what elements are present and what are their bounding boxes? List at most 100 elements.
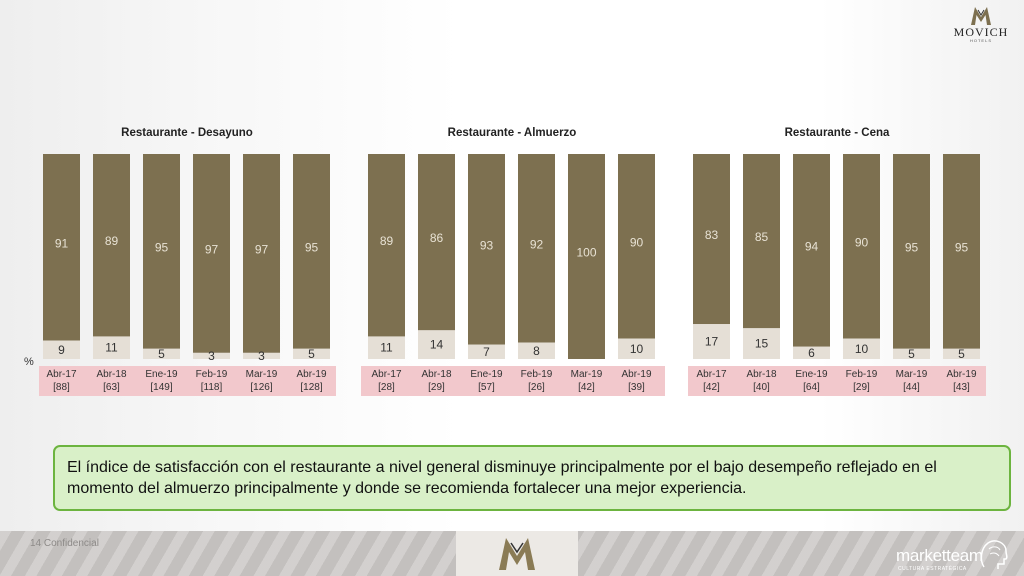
value-label-satisfied: 94 xyxy=(805,239,819,253)
sample-band-almuerzo xyxy=(361,366,665,396)
value-label-dissatisfied: 15 xyxy=(755,337,769,351)
value-label-dissatisfied: 9 xyxy=(58,343,65,357)
value-label-satisfied: 91 xyxy=(55,236,69,250)
footer-movich-m-icon xyxy=(499,538,535,570)
sample-size-label: [88] xyxy=(53,382,70,393)
bar-satisfied xyxy=(193,154,230,353)
bar-satisfied xyxy=(43,154,80,341)
category-label: Abr-19 xyxy=(296,369,326,380)
bar-satisfied xyxy=(693,154,730,325)
sample-size-label: [126] xyxy=(250,382,272,393)
bar-dissatisfied xyxy=(618,338,655,359)
value-label-satisfied: 90 xyxy=(630,235,644,249)
bar-dissatisfied xyxy=(743,328,780,359)
sample-size-label: [39] xyxy=(628,382,645,393)
bar-dissatisfied xyxy=(518,342,555,359)
bar-satisfied xyxy=(418,154,455,331)
sample-size-label: [26] xyxy=(528,382,545,393)
value-label-dissatisfied: 5 xyxy=(158,347,165,361)
category-label: Feb-19 xyxy=(846,369,878,380)
sample-size-label: [42] xyxy=(703,382,720,393)
sample-size-label: [64] xyxy=(803,382,820,393)
marketteam-tagline: CULTURA ESTRATÉGICA xyxy=(898,566,967,572)
sample-size-label: [28] xyxy=(378,382,395,393)
category-label: Abr-18 xyxy=(746,369,776,380)
bar-dissatisfied xyxy=(693,324,730,359)
bar-satisfied xyxy=(943,154,980,349)
value-label-dissatisfied: 3 xyxy=(208,349,215,363)
category-label: Mar-19 xyxy=(571,369,603,380)
value-label-dissatisfied: 17 xyxy=(705,335,719,349)
bar-satisfied xyxy=(843,154,880,339)
value-label-dissatisfied: 6 xyxy=(808,346,815,360)
bar-dissatisfied xyxy=(843,338,880,359)
category-label: Ene-19 xyxy=(470,369,503,380)
category-label: Abr-17 xyxy=(696,369,726,380)
sample-size-label: [43] xyxy=(953,382,970,393)
value-label-dissatisfied: 10 xyxy=(630,342,644,356)
value-label-dissatisfied: 7 xyxy=(483,345,490,359)
bar-dissatisfied xyxy=(243,352,280,359)
value-label-dissatisfied: 5 xyxy=(308,347,315,361)
bar-dissatisfied xyxy=(368,336,405,359)
bar-satisfied xyxy=(743,154,780,329)
sample-size-label: [29] xyxy=(853,382,870,393)
chart-title-almuerzo: Restaurante - Almuerzo xyxy=(447,127,577,139)
value-label-satisfied: 97 xyxy=(205,242,219,256)
footer-logo-panel xyxy=(456,531,578,576)
category-label: Abr-17 xyxy=(46,369,76,380)
category-label: Mar-19 xyxy=(896,369,928,380)
sample-size-label: [63] xyxy=(103,382,120,393)
sample-size-label: [40] xyxy=(753,382,770,393)
movich-logo: MOVICH HOTELS xyxy=(944,6,1018,44)
bar-satisfied xyxy=(618,154,655,339)
value-label-dissatisfied: 8 xyxy=(533,344,540,358)
sample-band-desayuno xyxy=(39,366,336,396)
chart-title-cena: Restaurante - Cena xyxy=(784,127,890,139)
bar-satisfied xyxy=(568,154,605,359)
value-label-dissatisfied: 5 xyxy=(908,347,915,361)
category-label: Feb-19 xyxy=(521,369,553,380)
logo-subtitle: HOTELS xyxy=(969,38,992,43)
value-label-satisfied: 89 xyxy=(105,234,119,248)
category-label: Feb-19 xyxy=(196,369,228,380)
sample-size-label: [29] xyxy=(428,382,445,393)
sample-size-label: [42] xyxy=(578,382,595,393)
category-label: Abr-17 xyxy=(371,369,401,380)
value-label-satisfied: 95 xyxy=(305,240,319,254)
value-label-satisfied: 95 xyxy=(905,240,919,254)
value-label-satisfied: 95 xyxy=(155,240,169,254)
bar-dissatisfied xyxy=(43,340,80,359)
bar-dissatisfied xyxy=(293,348,330,359)
bar-dissatisfied xyxy=(143,348,180,359)
bar-satisfied xyxy=(93,154,130,337)
value-label-dissatisfied: 3 xyxy=(258,349,265,363)
footer-page-text: 14 Confidencial xyxy=(30,538,99,549)
category-label: Abr-19 xyxy=(946,369,976,380)
value-label-satisfied: 85 xyxy=(755,230,769,244)
percent-symbol: % xyxy=(24,356,34,368)
bar-satisfied xyxy=(368,154,405,337)
category-label: Abr-19 xyxy=(621,369,651,380)
value-label-satisfied: 92 xyxy=(530,237,544,251)
brain-head-icon xyxy=(980,540,1008,569)
value-label-dissatisfied: 10 xyxy=(855,342,869,356)
value-label-dissatisfied: 5 xyxy=(958,347,965,361)
bar-satisfied xyxy=(143,154,180,349)
category-label: Mar-19 xyxy=(246,369,278,380)
bar-satisfied xyxy=(243,154,280,353)
bar-dissatisfied xyxy=(418,330,455,359)
sample-size-label: [128] xyxy=(300,382,322,393)
value-label-dissatisfied: 11 xyxy=(105,341,118,355)
value-label-satisfied: 90 xyxy=(855,235,869,249)
logo-name: MOVICH xyxy=(953,25,1009,39)
value-label-satisfied: 83 xyxy=(705,228,719,242)
marketteam-logo: marketteam xyxy=(896,546,983,565)
bar-satisfied xyxy=(893,154,930,349)
value-label-satisfied: 100 xyxy=(576,246,596,260)
sample-band-cena xyxy=(688,366,986,396)
value-label-satisfied: 89 xyxy=(380,234,394,248)
sample-size-label: [44] xyxy=(903,382,920,393)
bar-satisfied xyxy=(468,154,505,345)
